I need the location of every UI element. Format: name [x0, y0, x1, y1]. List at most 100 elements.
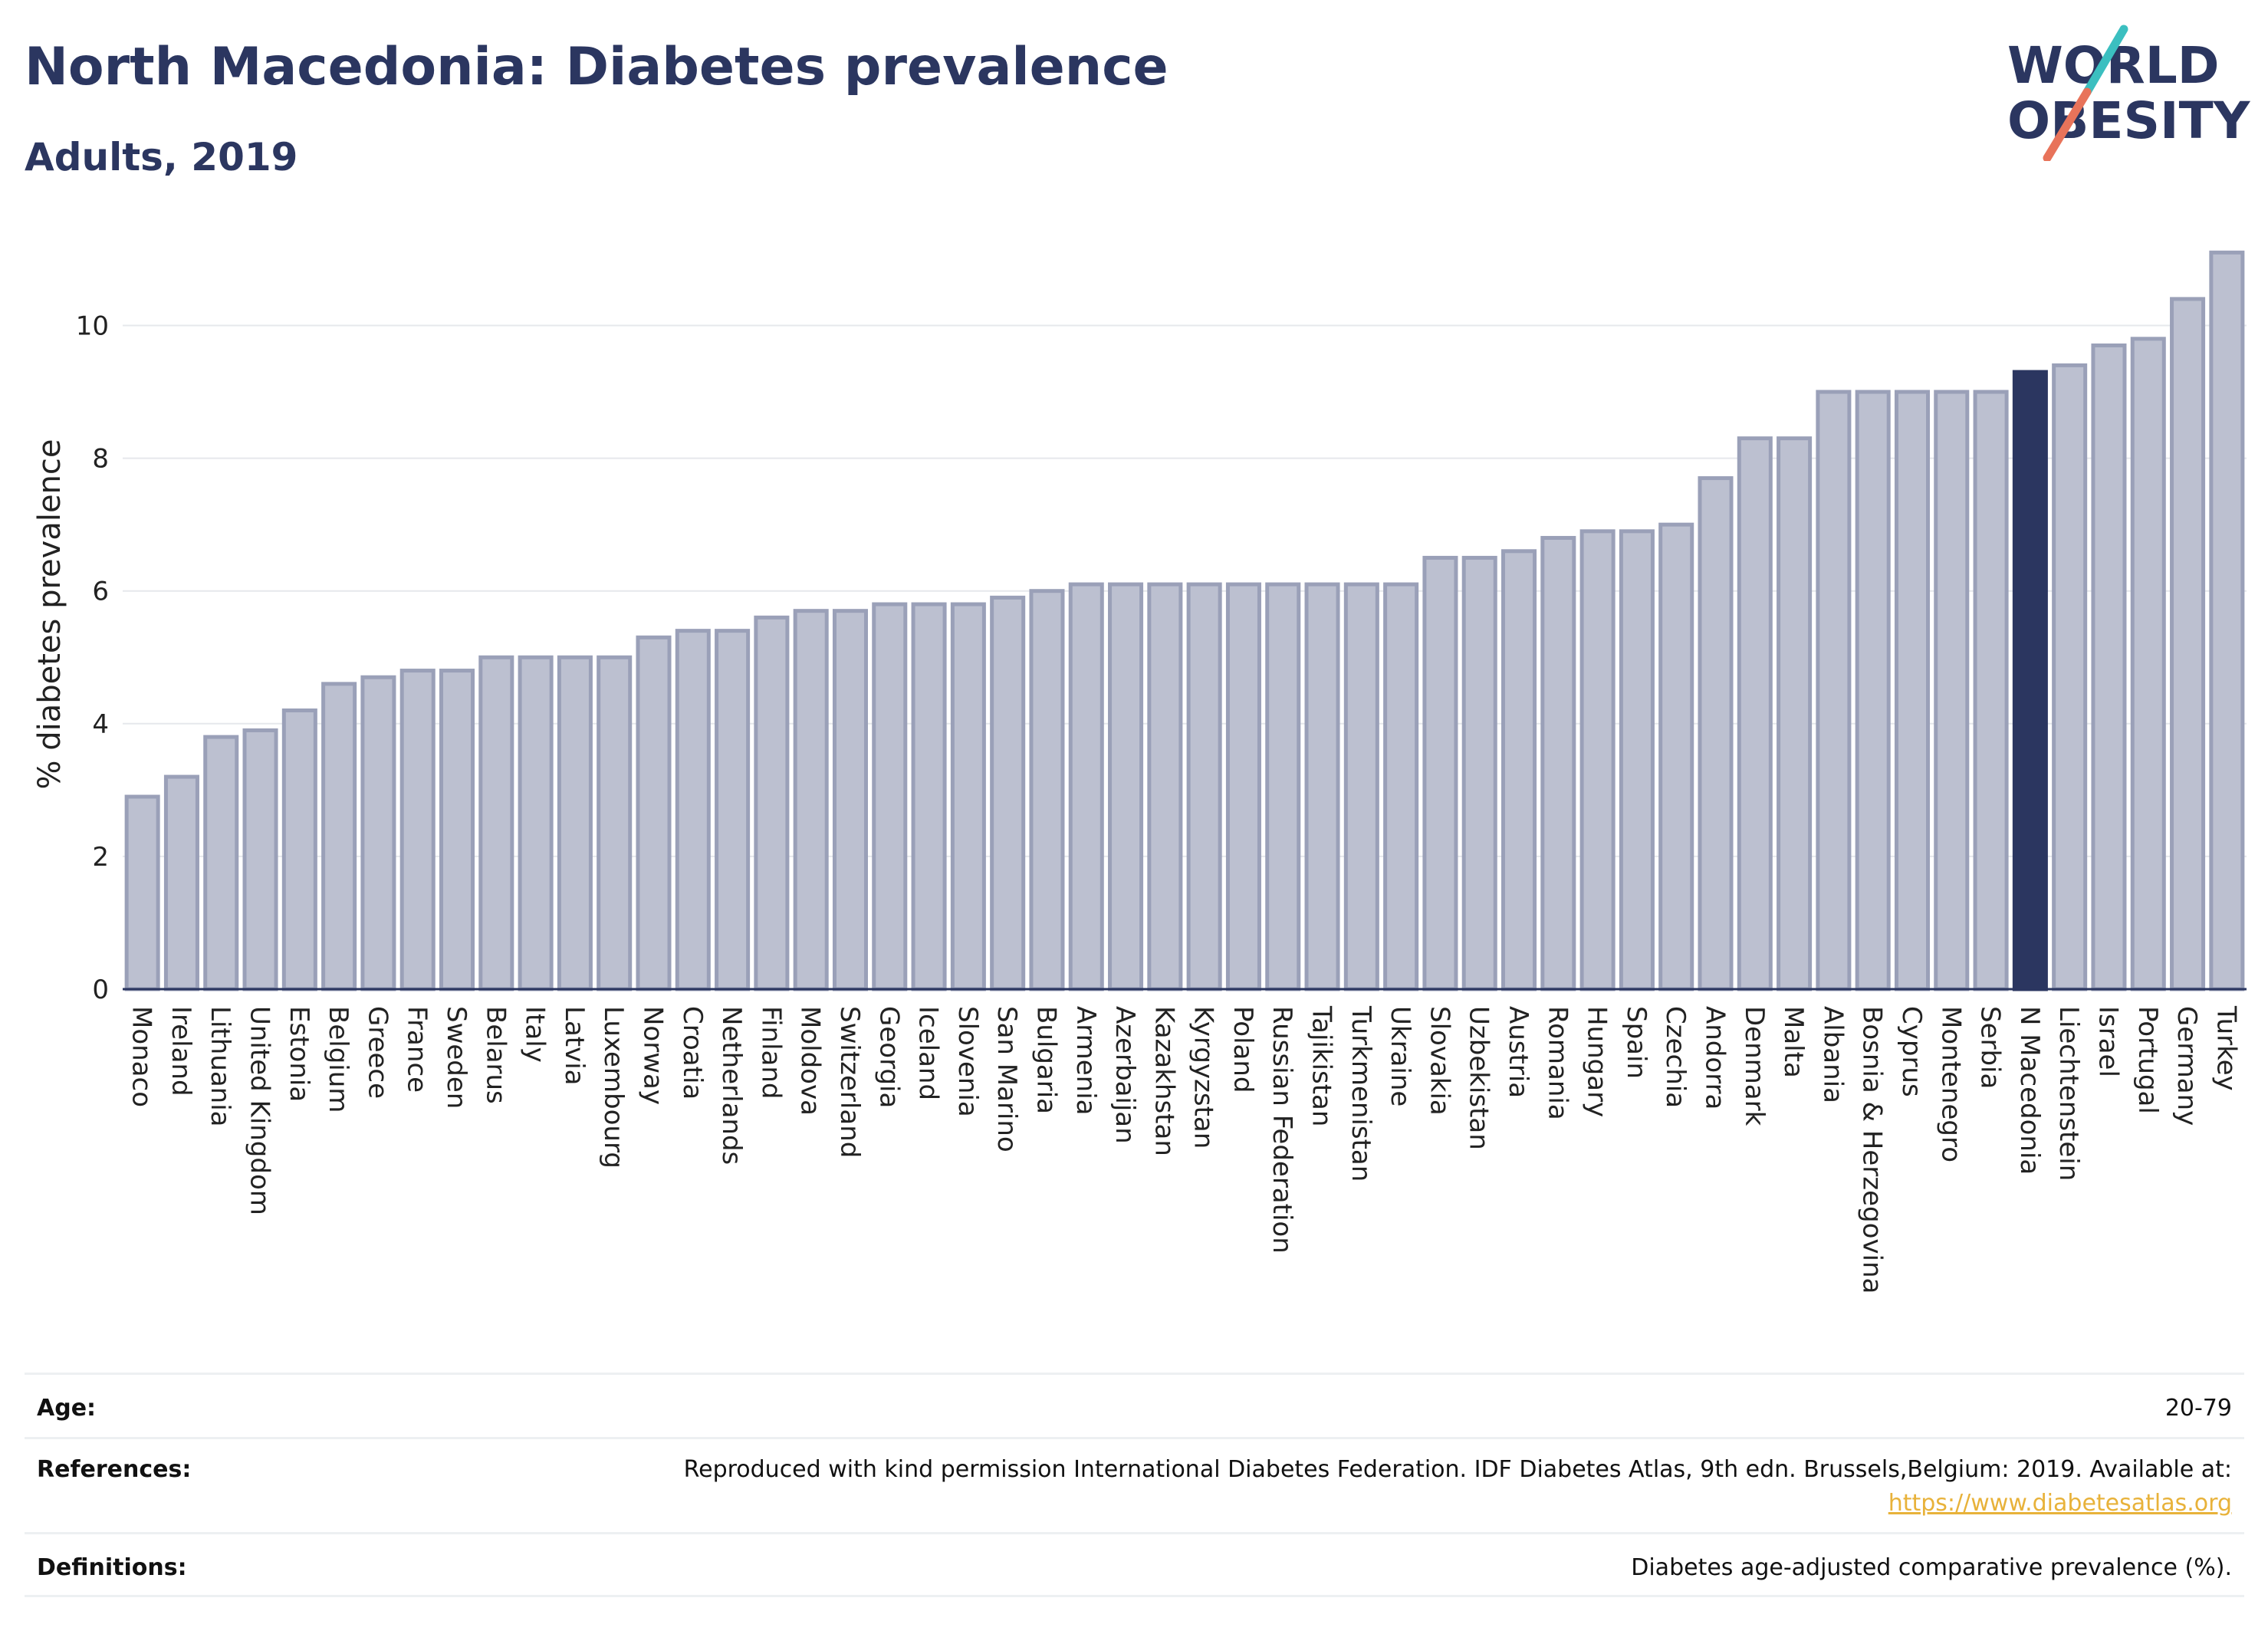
bar-cyprus: [1894, 390, 1930, 991]
x-tick-label: Albania: [1817, 1006, 1848, 1103]
x-tick-label: Sweden: [441, 1006, 472, 1109]
bar-malta: [1777, 436, 1813, 991]
bar-norway: [636, 635, 672, 991]
bar-sweden: [439, 669, 475, 991]
world-obesity-logo: WORLD OBESITY: [2007, 25, 2251, 161]
bar-san-marino: [990, 595, 1026, 991]
y-tick-label: 4: [92, 709, 109, 740]
x-tick-label: Greece: [362, 1006, 393, 1099]
bars: [124, 250, 2245, 991]
y-tick-label: 6: [92, 577, 109, 607]
bar-latvia: [557, 655, 593, 991]
bar-bulgaria: [1029, 589, 1065, 991]
bar-liechtenstein: [2052, 363, 2088, 991]
x-tick-label: France: [402, 1006, 432, 1093]
y-axis-ticks: 0 2 4 6 8 10: [76, 311, 109, 1005]
y-tick-label: 0: [92, 975, 109, 1005]
x-axis-ticks: Monaco Ireland Lithuania United Kingdom Esto…: [127, 1005, 2242, 1294]
x-tick-label: Italy: [520, 1006, 551, 1063]
bar-poland: [1225, 582, 1261, 991]
x-tick-label: Azerbaijan: [1109, 1006, 1140, 1144]
x-tick-label: Netherlands: [716, 1006, 747, 1165]
references-text: Reproduced with kind permission Internat…: [683, 1456, 2232, 1483]
bar-moldova: [793, 609, 829, 991]
y-tick-label: 10: [76, 311, 109, 342]
x-tick-label: Tajikistan: [1307, 1005, 1337, 1126]
bar-andorra: [1698, 476, 1734, 991]
x-tick-label: Denmark: [1739, 1006, 1770, 1126]
x-tick-label: Slovenia: [952, 1006, 983, 1117]
x-tick-label: Cyprus: [1896, 1006, 1927, 1097]
bar-azerbaijan: [1108, 582, 1144, 991]
bar-estonia: [281, 708, 317, 991]
bar-israel: [2091, 343, 2127, 991]
bar-belgium: [321, 682, 357, 991]
x-tick-label: Ireland: [166, 1006, 196, 1096]
bar-slovenia: [950, 602, 986, 991]
page-title: North Macedonia: Diabetes prevalence: [25, 37, 1169, 97]
bar-bosnia-herzegovina: [1855, 390, 1891, 991]
bar-monaco: [124, 794, 160, 991]
x-tick-label: Ukraine: [1385, 1006, 1415, 1106]
bar-ireland: [163, 774, 199, 991]
y-tick-label: 2: [92, 842, 109, 873]
definitions-label: Definitions:: [37, 1554, 187, 1581]
bar-austria: [1501, 549, 1537, 991]
bar-iceland: [911, 602, 947, 991]
x-tick-label: San Marino: [991, 1006, 1022, 1152]
x-tick-label: Latvia: [559, 1006, 590, 1086]
page-subtitle: Adults, 2019: [25, 135, 298, 179]
x-tick-label: Norway: [638, 1006, 669, 1105]
bar-belarus: [478, 655, 514, 991]
bar-greece: [360, 675, 396, 991]
bar-spain: [1619, 529, 1655, 991]
bar-netherlands: [715, 629, 751, 991]
x-tick-label: N Macedonia: [2014, 1006, 2045, 1175]
meta-bottom-rule: [25, 1595, 2244, 1598]
references-value: Reproduced with kind permission Internat…: [545, 1453, 2232, 1521]
metadata-table: Age: 20-79 References: Reproduced with k…: [25, 1373, 2244, 1626]
bar-romania: [1540, 535, 1576, 991]
bar-turkmenistan: [1343, 582, 1379, 991]
x-tick-label: Lithuania: [205, 1006, 235, 1126]
x-tick-label: Andorra: [1700, 1006, 1731, 1110]
definitions-value: Diabetes age-adjusted comparative preval…: [1631, 1554, 2232, 1581]
bar-lithuania: [203, 735, 239, 991]
x-tick-label: Romania: [1542, 1006, 1573, 1120]
bar-ukraine: [1383, 582, 1419, 991]
x-tick-label: United Kingdom: [245, 1006, 275, 1215]
x-tick-label: Armenia: [1070, 1006, 1101, 1116]
logo-slash-coral: [2043, 87, 2092, 161]
bar-kazakhstan: [1147, 582, 1183, 991]
x-tick-label: Belarus: [480, 1006, 511, 1104]
references-link[interactable]: https://www.diabetesatlas.org: [1888, 1490, 2232, 1517]
references-label: References:: [37, 1456, 192, 1483]
grid-lines: [123, 324, 2247, 857]
x-tick-label: Serbia: [1975, 1006, 2006, 1089]
x-tick-label: Turkmenistan: [1346, 1005, 1376, 1182]
x-tick-label: Germany: [2171, 1006, 2202, 1126]
bar-tajikistan: [1304, 582, 1340, 991]
bar-united-kingdom: [242, 728, 278, 991]
logo-line2: OBESITY: [2007, 91, 2251, 150]
bar-chart: 0 2 4 6 8 10 Monaco Ireland Lithuania United Kin…: [32, 250, 2247, 1294]
bar-croatia: [675, 629, 711, 991]
x-tick-label: Montenegro: [1935, 1006, 1966, 1162]
x-tick-label: Malta: [1778, 1006, 1809, 1078]
x-tick-label: Iceland: [913, 1006, 944, 1100]
bar-czechia: [1658, 522, 1694, 991]
logo-slash-teal: [2082, 25, 2128, 97]
x-tick-label: Austria: [1503, 1006, 1533, 1098]
bar-russian-federation: [1265, 582, 1301, 991]
x-tick-label: Switzerland: [834, 1006, 865, 1158]
bar-luxembourg: [597, 655, 633, 991]
x-tick-label: Estonia: [284, 1006, 314, 1102]
bar-portugal: [2130, 337, 2166, 991]
x-tick-label: Spain: [1621, 1006, 1652, 1079]
bar-kyrgyzstan: [1186, 582, 1222, 991]
meta-row-age: Age: 20-79: [25, 1373, 2244, 1439]
bar-georgia: [872, 602, 908, 991]
bar-finland: [754, 615, 790, 991]
x-tick-label: Slovakia: [1424, 1006, 1454, 1116]
bar-denmark: [1737, 436, 1773, 991]
